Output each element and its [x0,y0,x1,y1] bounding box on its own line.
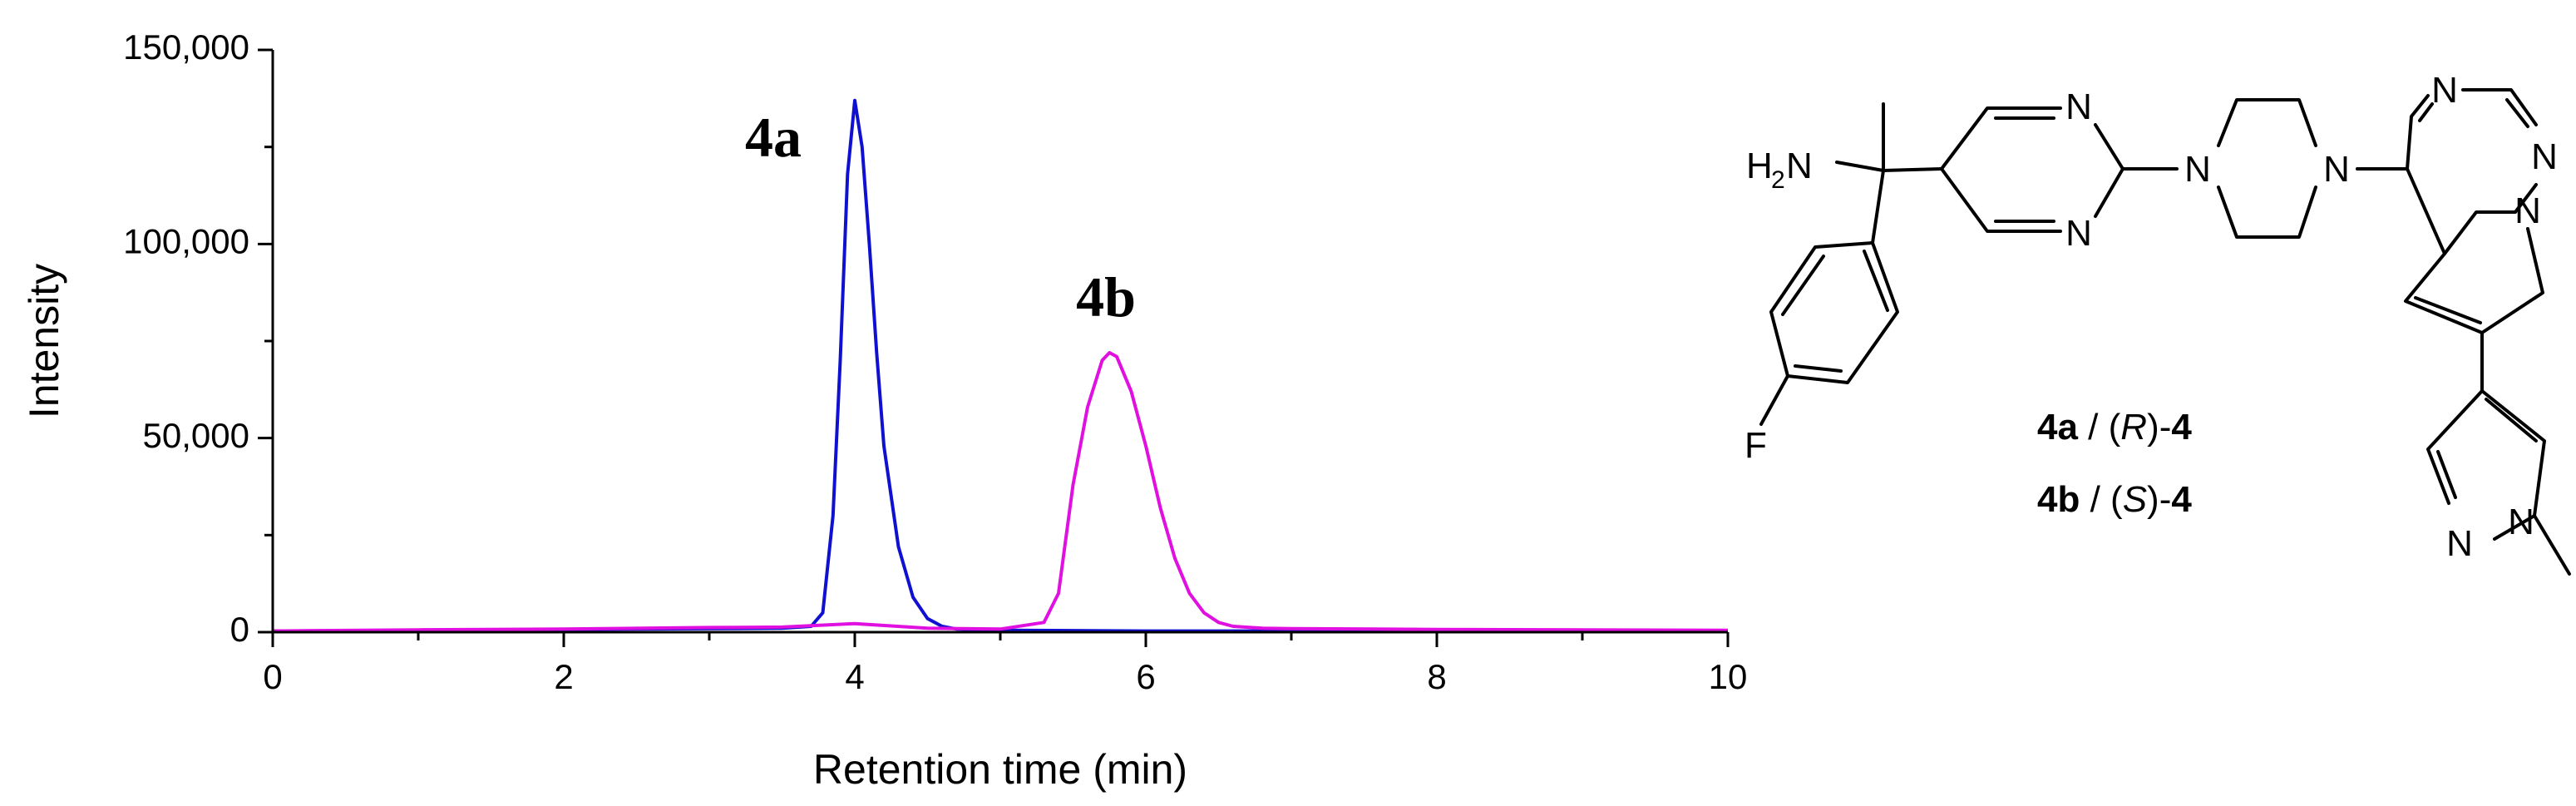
fluorophenyl-ring [1769,241,1899,384]
pyrimidine-ring [1940,106,2124,233]
bond [2533,514,2571,576]
x-tick-label: 4 [845,657,864,696]
series-line-4a [272,98,1728,633]
x-tick-label: 2 [554,657,573,696]
x-tick-label: 10 [1709,657,1748,696]
atom-label-pyrazole-n-right: N [2508,502,2534,542]
peak-label-4b: 4b [1076,265,1136,329]
atom-label-fluorine: F [1744,425,1767,466]
x-axis-title: Retention time (min) [813,746,1187,793]
bond [1759,374,1789,426]
y-axis-title: Intensity [21,264,67,418]
pyrrole-ring [2404,227,2544,334]
x-tick-label: 8 [1427,657,1446,696]
piperazine-ring [2217,98,2317,239]
atom-label-amine-n: N [1786,146,1813,186]
atom-label-piperazine-n-right: N [2323,149,2350,190]
pyrazole-ring [2426,389,2546,541]
y-tick-label: 150,000 [123,27,249,67]
atom-label-amine-subscript: 2 [1771,166,1785,194]
chromatogram-chart: 0 50,000 100,000 150,000 0 2 4 6 8 10 Re… [21,27,1747,793]
triazine-ring [2406,88,2538,255]
axis-ticks [258,48,1730,647]
compound-legend-4b: 4b / (S)-4 [2037,479,2192,520]
x-tick-label: 0 [263,657,282,696]
series-line-4b [272,351,1729,633]
peak-label-4a: 4a [745,106,802,169]
atom-label-amine-h: H [1746,146,1773,186]
x-tick-label: 6 [1136,657,1155,696]
atom-label-bridge-n: N [2514,190,2541,231]
atom-label-pyrimidine-n-top: N [2065,87,2092,127]
atom-label-piperazine-n-left: N [2184,149,2211,190]
atom-label-triazine-n-right: N [2531,136,2558,177]
y-tick-label: 100,000 [123,221,249,260]
atom-label-triazine-n-top: N [2431,70,2458,111]
molecular-structure: H 2 N F N N N N N N N N N 4a / (R)-4 4b … [1744,70,2571,576]
atom-label-pyrimidine-n-bottom: N [2065,213,2092,254]
atom-label-pyrazole-n-left: N [2446,523,2473,564]
bond [1835,102,1943,245]
y-tick-label: 50,000 [143,416,249,455]
plot-lines [272,98,1729,633]
y-tick-label: 0 [230,610,249,649]
compound-legend-4a: 4a / (R)-4 [2037,407,2192,448]
